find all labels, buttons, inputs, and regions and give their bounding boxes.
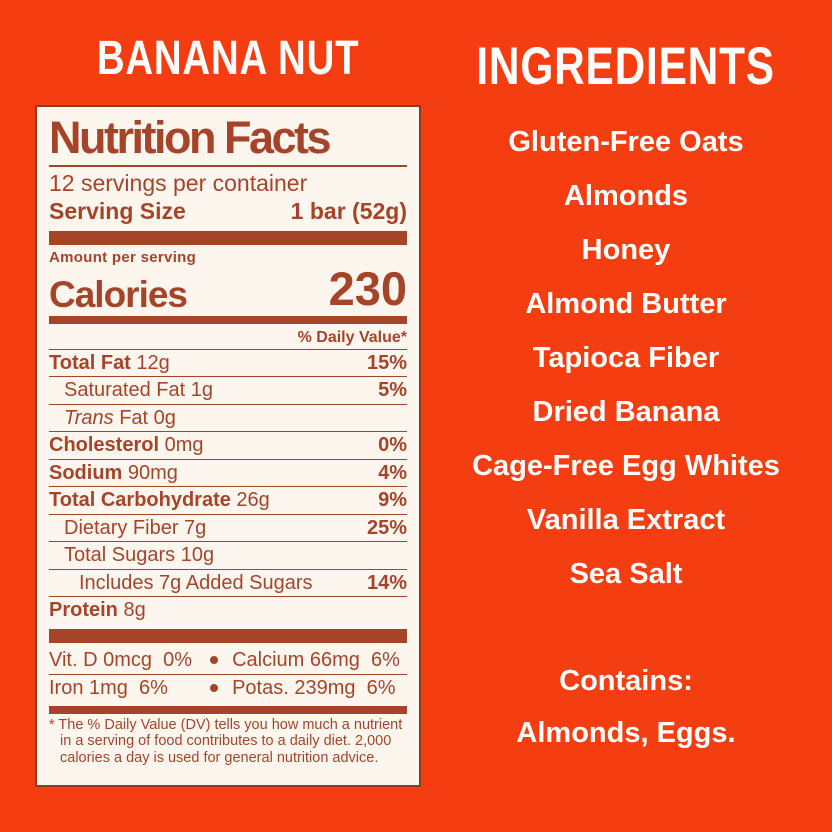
nutrient-daily-value: 5% [378,379,407,402]
micronutrient-rows: Vit. D 0mcg 0% Calcium 66mg 6% Iron 1mg 6%… [49,647,407,702]
ingredient-item: Dried Banana [532,396,720,428]
daily-value-footnote: * The % Daily Value (DV) tells you how m… [49,716,403,766]
title-divider [49,165,407,167]
nutrient-row: Cholesterol 0mg 0% [49,431,407,459]
nutrition-facts-label: Nutrition Facts 12 servings per containe… [35,105,421,787]
nutrient-row: Protein 8g [49,596,407,624]
nutrient-row: Total Fat 12g 15% [49,348,407,377]
ingredient-item: Vanilla Extract [526,504,726,536]
nutrient-name: Saturated Fat 1g [64,379,213,402]
nutrient-row: Total Carbohydrate 26g 9% [49,486,407,514]
medium-separator-bar [49,315,407,324]
ingredient-item: Honey [581,234,671,266]
bullet-dot [210,656,219,665]
calories-value: 230 [328,262,407,315]
ingredient-item: Almond Butter [525,288,727,320]
nutrient-daily-value: 0% [378,434,407,457]
nutrient-name: Trans Fat 0g [64,406,176,429]
ingredient-list: Gluten-Free Oats Almonds Honey Almond Butte… [432,115,820,601]
bullet-dot [210,684,219,693]
micronutrient-right: Calcium 66mg 6% [232,648,400,671]
servings-per-container: 12 servings per container [49,170,308,196]
nutrient-name: Includes 7g Added Sugars [79,571,313,594]
nutrient-name: Cholesterol 0mg [49,434,204,457]
calories-label: Calories [49,273,188,315]
thick-separator-bar [49,628,407,643]
nutrient-name: Dietary Fiber 7g [64,516,207,539]
flavor-title: BANANA NUT [35,32,421,85]
serving-size-label: Serving Size [49,198,186,224]
ingredient-item: Almonds [563,180,689,212]
nutrient-daily-value: 14% [366,571,407,594]
ingredients-panel: INGREDIENTS Gluten-Free Oats Almonds Honey… [432,40,820,759]
nutrient-row: Sodium 90mg 4% [49,458,407,487]
nutrient-name: Protein 8g [49,599,146,622]
nutrient-name: Total Carbohydrate 26g [49,489,270,512]
ingredients-title-text: INGREDIENTS [476,37,776,96]
nutrient-daily-value: 15% [366,351,407,374]
ingredient-item: Sea Salt [569,558,683,590]
ingredient-item: Cage-Free Egg Whites [472,450,780,482]
serving-size-row: Serving Size 1 bar (52g) [49,197,407,226]
micronutrient-row: Vit. D 0mcg 0% Calcium 66mg 6% [49,647,407,674]
micronutrient-row: Iron 1mg 6% Potas. 239mg 6% [49,673,407,702]
nutrient-name: Total Sugars 10g [64,544,215,567]
contains-value: Almonds, Eggs. [516,717,736,749]
daily-value-header: % Daily Value* [297,328,407,346]
nutrient-row: Dietary Fiber 7g 25% [49,513,407,542]
nutrient-row: Total Sugars 10g [49,541,407,569]
nutrient-daily-value: 9% [378,489,407,512]
micronutrient-right: Potas. 239mg 6% [232,676,396,699]
nutrient-row: Includes 7g Added Sugars 14% [49,568,407,597]
nutrient-daily-value: 4% [378,461,407,484]
nutrition-facts-title: Nutrition Facts [49,112,332,163]
nutrient-daily-value: 25% [366,516,407,539]
thick-separator-bar [49,231,407,245]
flavor-title-text: BANANA NUT [96,32,360,85]
micronutrient-left: Iron 1mg 6% [49,676,168,699]
allergen-section: Contains: Almonds, Eggs. [432,655,820,759]
nutrient-row: Trans Fat 0g [49,403,407,432]
serving-size-value: 1 bar (52g) [290,198,407,224]
ingredient-item: Tapioca Fiber [532,342,720,374]
calories-row: Calories 230 [49,262,407,315]
nutrient-row: Saturated Fat 1g 5% [49,376,407,404]
ingredients-title: INGREDIENTS [432,40,820,93]
nutrient-name: Total Fat 12g [49,351,170,374]
nutrient-rows: Total Fat 12g 15% Saturated Fat 1g 5% Trans … [49,348,407,624]
amount-per-serving: Amount per serving [49,249,197,266]
contains-label: Contains: [559,665,693,697]
medium-separator-bar [49,705,407,714]
nutrient-name: Sodium 90mg [49,461,178,484]
ingredient-item: Gluten-Free Oats [508,126,744,158]
micronutrient-left: Vit. D 0mcg 0% [49,648,193,671]
